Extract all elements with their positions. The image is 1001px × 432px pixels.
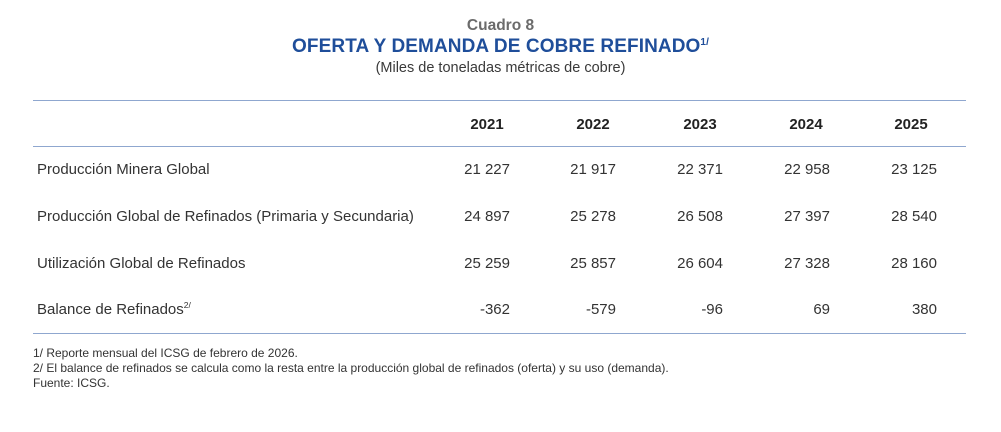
header-rule [33,146,966,147]
cell-value: 27 397 [784,208,830,225]
cell-value: 25 278 [570,208,616,225]
cell-value: 380 [911,301,937,318]
cell-value: 21 227 [464,161,510,178]
table-title: OFERTA Y DEMANDA DE COBRE REFINADO1/ [0,35,1001,59]
cell-value: 25 259 [464,255,510,272]
cell-value: 23 125 [891,161,937,178]
column-header-2021: 2021 [470,116,504,133]
row-label-text: Balance de Refinados [37,301,184,318]
table-title-text: OFERTA Y DEMANDA DE COBRE REFINADO [292,36,701,57]
cell-value: 24 897 [464,208,510,225]
bottom-rule [33,333,966,334]
cell-value: 26 508 [677,208,723,225]
table-header: Cuadro 8 OFERTA Y DEMANDA DE COBRE REFIN… [0,16,1001,78]
top-rule [33,100,966,101]
row-label: Producción Global de Refinados (Primaria… [37,208,414,225]
table-subtitle: (Miles de toneladas métricas de cobre) [375,60,626,76]
column-header-2023: 2023 [683,116,717,133]
row-label: Balance de Refinados2/ [37,301,191,318]
cell-value: 69 [813,301,830,318]
row-label: Utilización Global de Refinados [37,255,246,272]
cell-value: -362 [479,301,510,318]
cell-value: 28 540 [891,208,937,225]
cell-value: 26 604 [677,255,723,272]
table-number: Cuadro 8 [466,17,535,34]
cell-value: 28 160 [891,255,937,272]
cell-value: 22 958 [784,161,830,178]
footnote-2: 2/ El balance de refinados se calcula co… [33,361,669,375]
column-header-2024: 2024 [789,116,823,133]
footnote-1: 1/ Reporte mensual del ICSG de febrero d… [33,346,298,360]
source-note: Fuente: ICSG. [33,376,110,390]
cell-value: 21 917 [570,161,616,178]
title-footnote-marker: 1/ [700,37,709,48]
cell-value: 25 857 [570,255,616,272]
cell-value: -579 [585,301,616,318]
column-header-2025: 2025 [894,116,928,133]
footnotes: 1/ Reporte mensual del ICSG de febrero d… [33,346,669,391]
cell-value: 22 371 [677,161,723,178]
row-label: Producción Minera Global [37,161,210,178]
cell-value: -96 [701,301,723,318]
cell-value: 27 328 [784,255,830,272]
column-header-2022: 2022 [576,116,610,133]
row-footnote-marker: 2/ [183,300,191,310]
